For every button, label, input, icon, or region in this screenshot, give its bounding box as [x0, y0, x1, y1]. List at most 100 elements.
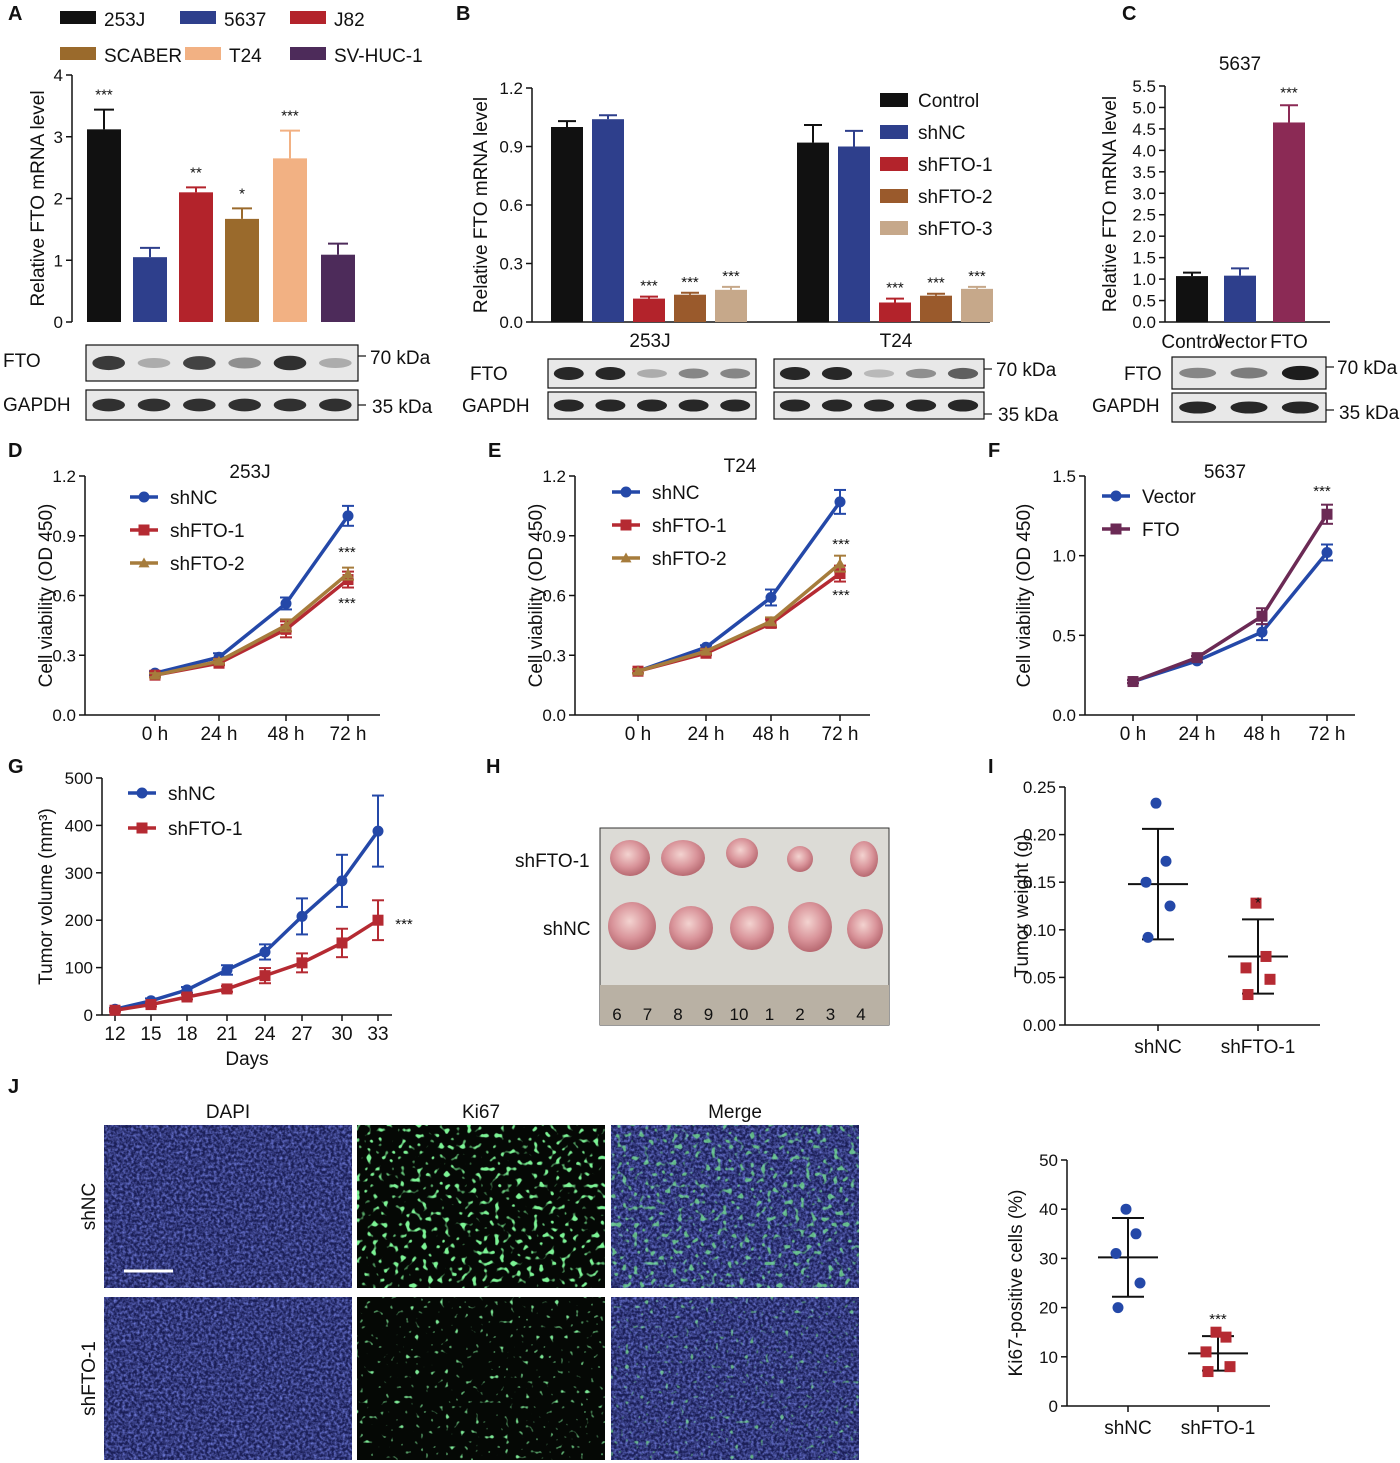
panel-c: C 5637 0.0 0.5 1.0 1.5 2.0 2.5 3.0 3.5 4.0 4.5 5.0 5.… [1092, 3, 1400, 424]
chart-title: 5637 [1219, 54, 1261, 75]
y-tick-label: 0.0 [1132, 313, 1156, 332]
data-point [259, 946, 271, 958]
significance-label: *** [338, 595, 356, 612]
y-tick-label: 1.0 [1052, 547, 1076, 566]
legend-swatch [880, 157, 908, 171]
y-axis-title: Relative FTO mRNA level [1100, 96, 1121, 312]
data-point [1150, 797, 1162, 809]
data-point [834, 568, 846, 580]
data-point [1224, 1361, 1236, 1373]
y-tick-label: 5.5 [1132, 77, 1156, 96]
significance-label: *** [681, 274, 699, 291]
y-tick-label: 4.0 [1132, 141, 1156, 160]
panel-f: F 5637 0.0 0.5 1.0 1.5 Cell viability (OD 450)… [988, 440, 1355, 745]
bar [633, 298, 665, 322]
blot-band [273, 355, 307, 371]
significance-label: *** [1209, 1311, 1227, 1328]
panel-e: E T24 0.0 0.3 0.6 0.9 1.2 Cell viability (OD 45… [488, 440, 870, 745]
blot-band [779, 366, 811, 381]
legend-label: shFTO-1 [170, 521, 245, 542]
tumor [608, 902, 656, 950]
blot-row-label: FTO [1124, 364, 1162, 385]
y-tick-label: 0.0 [1052, 706, 1076, 725]
x-tick-label: 48 h [1244, 724, 1281, 745]
blot-band [553, 366, 584, 381]
blot-row-label: GAPDH [462, 396, 530, 417]
panel-letter: J [8, 1076, 19, 1098]
y-tick-label: 3 [54, 128, 63, 147]
data-point [834, 558, 846, 569]
y-tick-label: 1.5 [1132, 249, 1156, 268]
x-tick-label: 24 [254, 1024, 276, 1045]
tumor [726, 838, 758, 868]
row-label: shFTO-1 [515, 851, 590, 872]
column-label: DAPI [206, 1102, 250, 1123]
ruler-number: 2 [795, 1005, 804, 1024]
panel-letter: I [988, 756, 994, 778]
data-point [138, 524, 150, 536]
data-point [1127, 676, 1139, 688]
y-tick-label: 0.3 [499, 255, 523, 274]
blot-band [319, 358, 352, 368]
significance-label: *** [95, 87, 113, 104]
y-tick-label: 0.6 [542, 587, 566, 606]
bar [879, 302, 911, 322]
significance-label: *** [1313, 483, 1331, 500]
y-tick-label: 400 [65, 816, 93, 835]
x-tick-label: 48 h [268, 724, 305, 745]
bar [87, 129, 121, 322]
y-tick-label: 0.5 [1132, 292, 1156, 311]
data-point [136, 822, 148, 834]
ruler-number: 7 [643, 1005, 652, 1024]
ki67-texture [611, 1297, 859, 1460]
data-point [1110, 1247, 1122, 1259]
y-tick-label: 0.00 [1023, 1016, 1056, 1035]
x-tick-label: 27 [291, 1024, 312, 1045]
data-point [1140, 876, 1152, 888]
data-point [1220, 1331, 1232, 1343]
data-point [342, 568, 354, 578]
blot-band [1281, 365, 1319, 381]
blot-band [678, 399, 709, 412]
data-point [149, 669, 161, 680]
significance-label: *** [1280, 84, 1298, 101]
series-line [1132, 513, 1329, 684]
blot-band [228, 398, 261, 412]
column-label: Ki67 [462, 1102, 500, 1123]
y-tick-label: 3.5 [1132, 163, 1156, 182]
y-tick-label: 1 [54, 251, 63, 270]
significance-label: *** [395, 916, 413, 933]
data-point [136, 787, 148, 799]
data-point [1164, 900, 1176, 912]
data-point [1160, 855, 1172, 867]
blot-band [273, 398, 307, 412]
y-tick-label: 0.9 [499, 138, 523, 157]
bar [715, 289, 747, 322]
x-tick-label: 15 [140, 1024, 161, 1045]
tumor [788, 902, 832, 952]
y-axis-title: Relative FTO mRNA level [471, 97, 492, 313]
bar [179, 192, 213, 322]
legend-label: FTO [1142, 520, 1180, 541]
panel-j-chart: 0 10 20 30 40 50 Ki67-positive cells (%) shNC sh… [1006, 1151, 1270, 1439]
data-point [700, 645, 712, 656]
data-point [213, 655, 225, 666]
legend-label: shNC [652, 483, 700, 504]
data-point [1256, 610, 1268, 622]
significance-label: *** [832, 536, 850, 553]
data-point [372, 825, 384, 837]
significance-label: *** [832, 587, 850, 604]
data-point [1260, 950, 1272, 962]
ruler-number: 9 [704, 1005, 713, 1024]
y-tick-label: 0.9 [52, 527, 76, 546]
legend-label: shNC [170, 488, 218, 509]
y-tick-label: 5.0 [1132, 98, 1156, 117]
significance-label: *** [722, 268, 740, 285]
y-tick-label: 100 [65, 959, 93, 978]
panel-j-images: J DAPI Ki67 Merge shNC shFTO-1 [8, 1076, 859, 1460]
bar [1224, 275, 1256, 322]
y-tick-label: 0.10 [1023, 921, 1056, 940]
y-tick-label: 0.6 [52, 587, 76, 606]
data-point [1202, 1366, 1214, 1378]
